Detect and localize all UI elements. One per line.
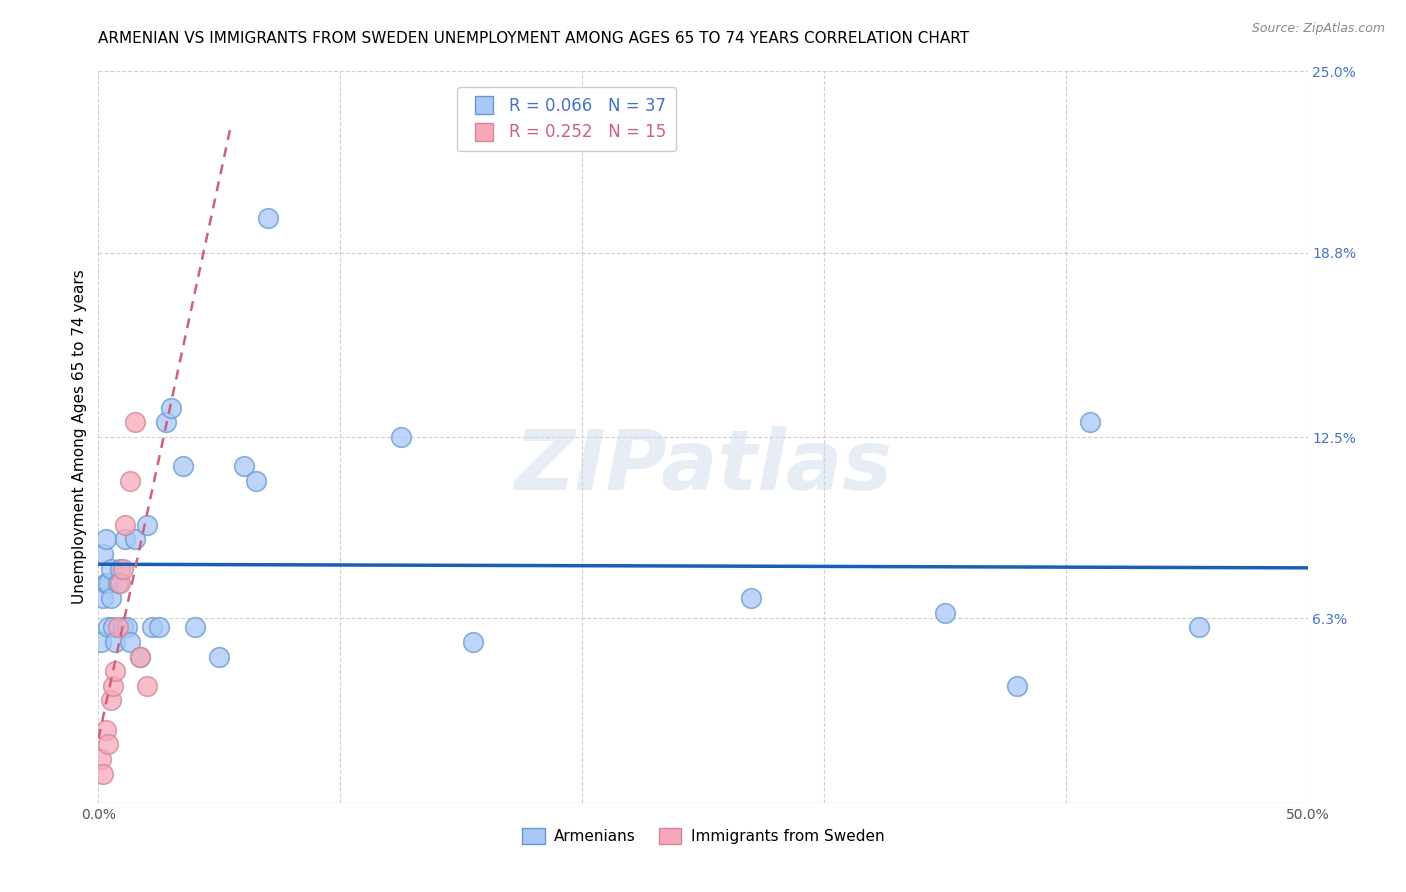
Point	[100, 591, 122, 605]
Point	[94, 723, 117, 737]
Point	[97, 620, 120, 634]
Point	[245, 474, 267, 488]
Point	[90, 635, 112, 649]
Point	[107, 576, 129, 591]
Point	[97, 576, 120, 591]
Point	[463, 635, 485, 649]
Point	[91, 766, 114, 780]
Point	[91, 591, 114, 605]
Point	[934, 606, 956, 620]
Point	[208, 649, 231, 664]
Point	[114, 517, 136, 532]
Text: ARMENIAN VS IMMIGRANTS FROM SWEDEN UNEMPLOYMENT AMONG AGES 65 TO 74 YEARS CORREL: ARMENIAN VS IMMIGRANTS FROM SWEDEN UNEMP…	[98, 31, 970, 46]
Point	[124, 533, 146, 547]
Point	[172, 459, 194, 474]
Point	[100, 562, 122, 576]
Point	[128, 649, 150, 664]
Text: Source: ZipAtlas.com: Source: ZipAtlas.com	[1251, 22, 1385, 36]
Point	[135, 679, 157, 693]
Point	[124, 416, 146, 430]
Point	[117, 620, 139, 634]
Point	[155, 416, 177, 430]
Point	[111, 562, 134, 576]
Point	[389, 430, 412, 444]
Point	[101, 620, 124, 634]
Point	[141, 620, 163, 634]
Point	[148, 620, 170, 634]
Point	[118, 474, 141, 488]
Point	[104, 664, 127, 678]
Point	[128, 649, 150, 664]
Point	[232, 459, 254, 474]
Legend: Armenians, Immigrants from Sweden: Armenians, Immigrants from Sweden	[516, 822, 890, 850]
Y-axis label: Unemployment Among Ages 65 to 74 years: Unemployment Among Ages 65 to 74 years	[72, 269, 87, 605]
Point	[108, 576, 131, 591]
Point	[135, 517, 157, 532]
Text: ZIPatlas: ZIPatlas	[515, 425, 891, 507]
Point	[1007, 679, 1029, 693]
Point	[100, 693, 122, 707]
Point	[91, 547, 114, 561]
Point	[160, 401, 183, 415]
Point	[107, 620, 129, 634]
Point	[108, 562, 131, 576]
Point	[90, 752, 112, 766]
Point	[184, 620, 207, 634]
Point	[94, 533, 117, 547]
Point	[1188, 620, 1211, 634]
Point	[114, 533, 136, 547]
Point	[101, 679, 124, 693]
Point	[256, 211, 278, 225]
Point	[97, 737, 120, 751]
Point	[94, 576, 117, 591]
Point	[111, 620, 134, 634]
Point	[104, 635, 127, 649]
Point	[1078, 416, 1101, 430]
Point	[740, 591, 762, 605]
Point	[118, 635, 141, 649]
